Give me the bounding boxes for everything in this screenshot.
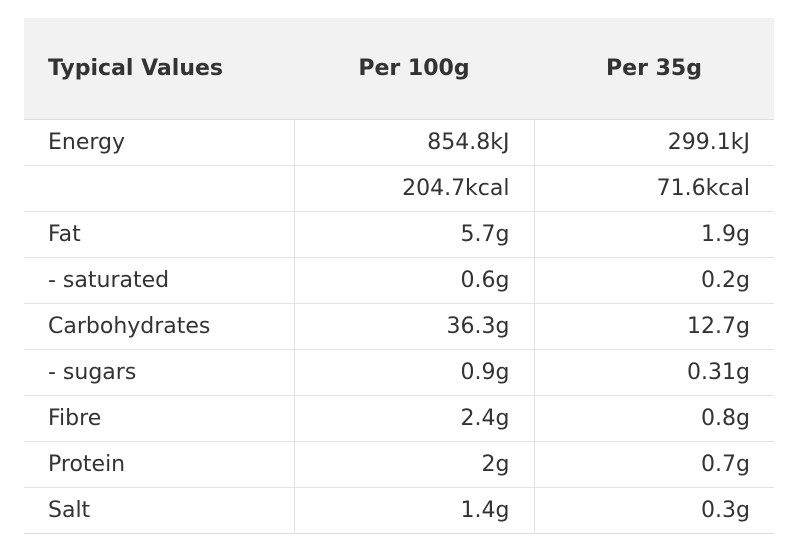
table-row: Energy 854.8kJ 299.1kJ <box>24 119 774 166</box>
row-value-per-35g: 0.7g <box>534 441 774 488</box>
row-label <box>24 165 295 212</box>
header-typical-values: Typical Values <box>24 18 294 120</box>
row-value-per-100g: 2g <box>294 441 535 488</box>
table-row: Fat 5.7g 1.9g <box>24 211 774 258</box>
row-value-per-35g: 0.3g <box>534 487 774 534</box>
header-per-100g: Per 100g <box>294 18 534 120</box>
header-per-35g: Per 35g <box>534 18 774 120</box>
row-label: Carbohydrates <box>24 303 295 350</box>
row-value-per-100g: 2.4g <box>294 395 535 442</box>
row-label: Energy <box>24 119 295 166</box>
row-value-per-100g: 854.8kJ <box>294 119 535 166</box>
table-row: Salt 1.4g 0.3g <box>24 487 774 534</box>
row-value-per-35g: 0.31g <box>534 349 774 396</box>
row-value-per-100g: 36.3g <box>294 303 535 350</box>
nutrition-table: Typical Values Per 100g Per 35g Energy 8… <box>24 18 774 534</box>
table-row: - sugars 0.9g 0.31g <box>24 349 774 396</box>
row-value-per-35g: 299.1kJ <box>534 119 774 166</box>
row-label: Fibre <box>24 395 295 442</box>
table-row: Carbohydrates 36.3g 12.7g <box>24 303 774 350</box>
table-body: Energy 854.8kJ 299.1kJ 204.7kcal 71.6kca… <box>24 119 774 534</box>
row-label: Salt <box>24 487 295 534</box>
row-label: - saturated <box>24 257 295 304</box>
header-row: Typical Values Per 100g Per 35g <box>24 18 774 120</box>
table-row: Fibre 2.4g 0.8g <box>24 395 774 442</box>
row-label: Protein <box>24 441 295 488</box>
row-value-per-100g: 0.6g <box>294 257 535 304</box>
row-value-per-100g: 5.7g <box>294 211 535 258</box>
row-label: - sugars <box>24 349 295 396</box>
row-value-per-35g: 0.2g <box>534 257 774 304</box>
row-value-per-100g: 1.4g <box>294 487 535 534</box>
row-value-per-100g: 204.7kcal <box>294 165 535 212</box>
row-value-per-35g: 1.9g <box>534 211 774 258</box>
table-row: 204.7kcal 71.6kcal <box>24 165 774 212</box>
table-row: Protein 2g 0.7g <box>24 441 774 488</box>
table-header: Typical Values Per 100g Per 35g <box>24 18 774 120</box>
table-row: - saturated 0.6g 0.2g <box>24 257 774 304</box>
row-value-per-100g: 0.9g <box>294 349 535 396</box>
row-value-per-35g: 0.8g <box>534 395 774 442</box>
row-value-per-35g: 71.6kcal <box>534 165 774 212</box>
row-value-per-35g: 12.7g <box>534 303 774 350</box>
row-label: Fat <box>24 211 295 258</box>
